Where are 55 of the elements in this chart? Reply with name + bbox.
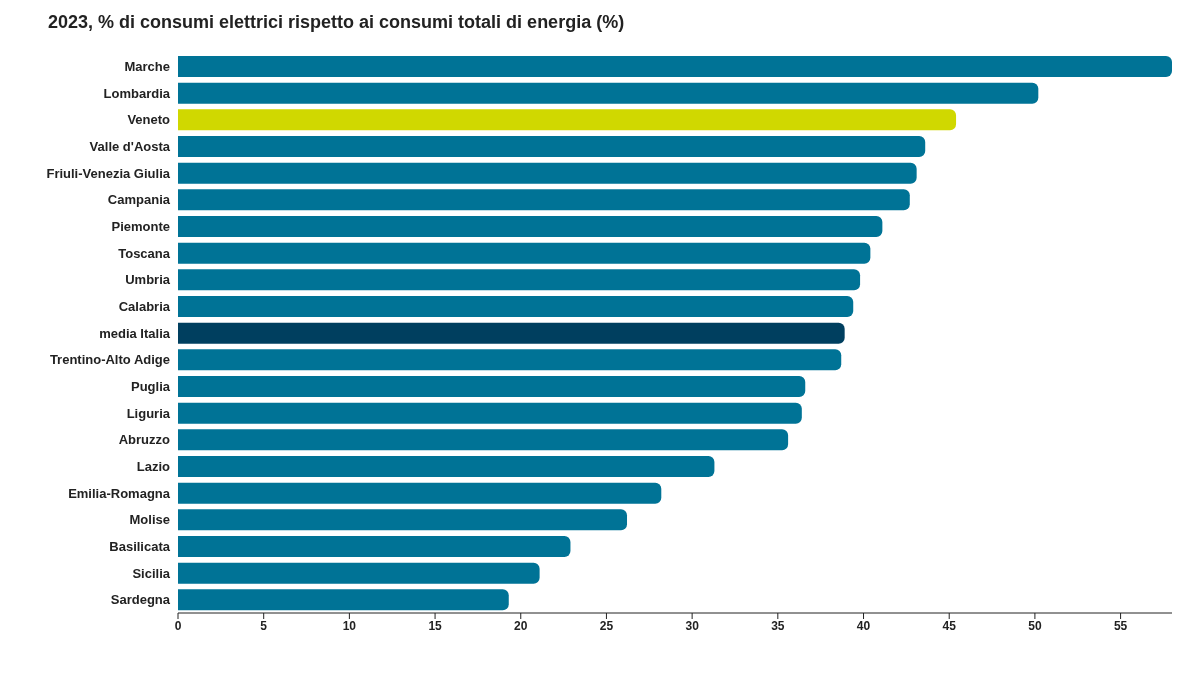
x-tick-label: 50	[1028, 618, 1042, 633]
x-tick-label: 55	[1113, 618, 1128, 633]
bar	[178, 56, 1172, 77]
bar	[178, 242, 871, 264]
bar	[178, 136, 926, 157]
y-tick-label: Abruzzo	[118, 432, 171, 448]
bar	[178, 376, 806, 397]
x-tick-label: 25	[599, 618, 614, 633]
y-tick-label: Piemonte	[111, 218, 170, 234]
y-tick-label: Umbria	[125, 272, 171, 288]
bar	[178, 269, 861, 291]
chart-title: 2023, % di consumi elettrici rispetto ai consumi totali di energia (%)	[47, 11, 626, 33]
bar	[178, 509, 628, 531]
y-tick-label: media Italia	[99, 325, 171, 341]
y-tick-label: Sicilia	[132, 565, 171, 581]
y-tick-label: Puglia	[130, 378, 171, 394]
bar	[178, 322, 845, 344]
y-tick-label: Toscana	[118, 245, 171, 261]
bar	[178, 562, 540, 584]
bar	[178, 456, 715, 477]
x-tick-label: 35	[771, 618, 785, 633]
y-tick-label: Trentino-Alto Adige	[49, 352, 170, 368]
y-tick-label: Lazio	[136, 458, 171, 474]
bar	[178, 162, 917, 184]
bar	[178, 216, 883, 237]
bar	[178, 402, 802, 424]
y-tick-label: Campania	[107, 192, 171, 208]
x-tick-label: 20	[514, 618, 528, 633]
x-tick-label: 5	[260, 618, 268, 633]
bar	[178, 589, 509, 611]
bar	[178, 109, 957, 131]
bar	[178, 349, 842, 371]
bar	[178, 82, 1039, 104]
y-tick-label: Friuli-Venezia Giulia	[46, 165, 171, 181]
x-tick-label: 10	[342, 618, 357, 633]
y-tick-label: Liguria	[126, 405, 171, 421]
y-tick-label: Emilia-Romagna	[68, 485, 171, 501]
y-tick-label: Veneto	[127, 112, 171, 128]
y-tick-label: Valle d'Aosta	[89, 138, 171, 154]
bar	[178, 482, 662, 504]
bar	[178, 536, 571, 557]
y-tick-label: Lombardia	[103, 85, 171, 101]
x-tick-label: 30	[685, 618, 700, 633]
y-tick-label: Molise	[129, 512, 170, 528]
x-tick-label: 15	[428, 618, 443, 633]
y-tick-label: Sardegna	[110, 592, 171, 608]
x-tick-label: 0	[174, 618, 182, 633]
bar	[178, 189, 910, 211]
x-tick-label: 40	[856, 618, 871, 633]
y-tick-label: Basilicata	[109, 538, 171, 554]
y-tick-label: Calabria	[118, 298, 171, 314]
y-tick-label: Marche	[124, 58, 170, 74]
bar	[178, 429, 789, 451]
x-tick-label: 45	[942, 618, 957, 633]
bar	[178, 296, 854, 317]
